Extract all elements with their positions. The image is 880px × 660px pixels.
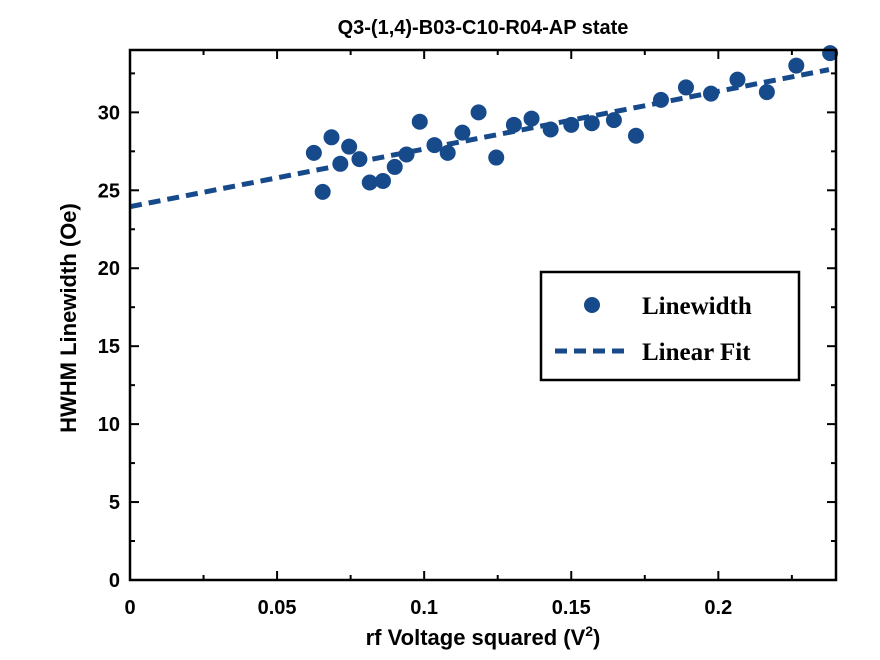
data-point-20 bbox=[563, 116, 580, 133]
data-point-9 bbox=[386, 158, 403, 175]
y-tick-label-5: 25 bbox=[98, 180, 120, 202]
data-point-3 bbox=[323, 129, 340, 146]
data-point-4 bbox=[332, 155, 349, 172]
x-tick-label-1: 0.05 bbox=[258, 597, 297, 619]
data-point-19 bbox=[542, 121, 559, 138]
data-point-29 bbox=[788, 57, 805, 74]
x-axis-label-superscript: 2 bbox=[585, 623, 593, 639]
data-point-11 bbox=[411, 113, 428, 130]
data-point-1 bbox=[305, 144, 322, 161]
legend-label-linear-fit: Linear Fit bbox=[642, 339, 751, 366]
plot-frame bbox=[128, 48, 838, 582]
x-tick-label-4: 0.2 bbox=[704, 597, 732, 619]
data-point-25 bbox=[677, 79, 694, 96]
x-axis-label: rf Voltage squared (V2) bbox=[366, 623, 601, 650]
x-tick-label-2: 0.1 bbox=[410, 597, 438, 619]
legend-box bbox=[539, 270, 801, 382]
data-point-27 bbox=[729, 71, 746, 88]
data-point-26 bbox=[702, 85, 719, 102]
data-point-5 bbox=[341, 138, 358, 155]
y-tick-label-2: 10 bbox=[98, 414, 120, 436]
chart-title: Q3-(1,4)-B03-C10-R04-AP state bbox=[338, 17, 629, 39]
data-point-16 bbox=[488, 149, 505, 166]
x-axis-label-end: ) bbox=[593, 625, 600, 650]
legend-label-linewidth: Linewidth bbox=[642, 293, 752, 320]
data-point-10 bbox=[398, 146, 415, 163]
data-point-13 bbox=[439, 144, 456, 161]
fit-line bbox=[130, 67, 830, 210]
y-tick-label-1: 5 bbox=[109, 492, 120, 514]
data-point-28 bbox=[758, 84, 775, 101]
x-axis-label-main: rf Voltage squared (V bbox=[366, 625, 586, 650]
y-tick-label-3: 15 bbox=[98, 336, 120, 358]
data-point-2 bbox=[314, 183, 331, 200]
data-point-23 bbox=[627, 127, 644, 144]
legend-marker-linewidth bbox=[584, 297, 600, 313]
y-tick-label-4: 20 bbox=[98, 258, 120, 280]
data-point-22 bbox=[605, 112, 622, 129]
x-tick-label-0: 0 bbox=[124, 597, 135, 619]
data-point-12 bbox=[426, 137, 443, 154]
data-point-7 bbox=[361, 174, 378, 191]
data-point-18 bbox=[523, 110, 540, 127]
data-point-24 bbox=[652, 91, 669, 108]
y-tick-label-6: 30 bbox=[98, 102, 120, 124]
y-axis-label: HWHM Linewidth (Oe) bbox=[56, 203, 81, 433]
legend: Linewidth Linear Fit bbox=[539, 270, 801, 382]
y-tick-label-0: 0 bbox=[109, 570, 120, 592]
x-tick-label-3: 0.15 bbox=[552, 597, 591, 619]
data-point-21 bbox=[583, 115, 600, 132]
data-point-6 bbox=[351, 151, 368, 168]
plot-area: 0 0.05 0.1 0.15 0.2 0 5 10 15 20 25 30 bbox=[98, 45, 839, 619]
data-point-17 bbox=[505, 116, 522, 133]
data-point-15 bbox=[470, 104, 487, 121]
data-point-8 bbox=[374, 172, 391, 189]
data-point-14 bbox=[454, 124, 471, 141]
